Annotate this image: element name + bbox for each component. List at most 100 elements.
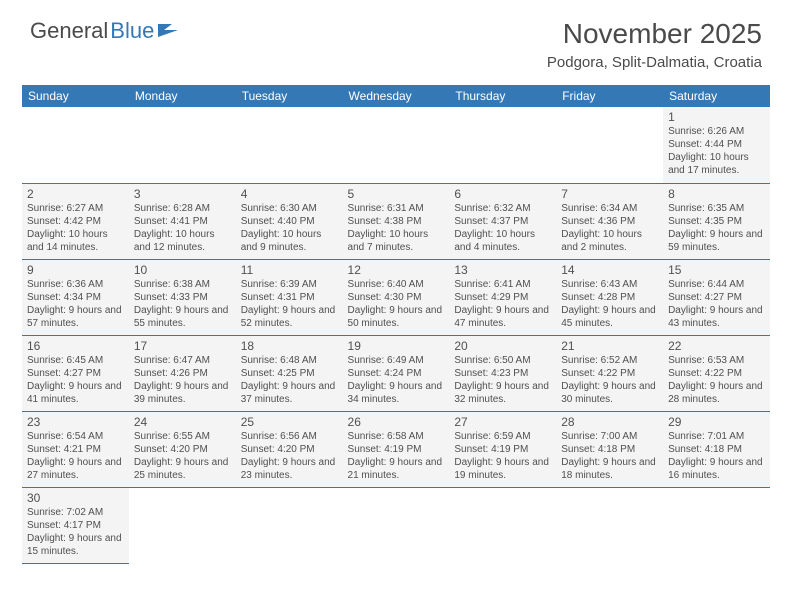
calendar-day: 7Sunrise: 6:34 AMSunset: 4:36 PMDaylight…: [556, 183, 663, 259]
day-info: Sunrise: 6:27 AMSunset: 4:42 PMDaylight:…: [27, 202, 124, 254]
calendar-day: 27Sunrise: 6:59 AMSunset: 4:19 PMDayligh…: [449, 411, 556, 487]
day-info: Sunrise: 6:40 AMSunset: 4:30 PMDaylight:…: [348, 278, 445, 330]
day-number: 25: [241, 415, 338, 429]
calendar-day: 9Sunrise: 6:36 AMSunset: 4:34 PMDaylight…: [22, 259, 129, 335]
logo-flag-icon: [158, 18, 180, 44]
day-info: Sunrise: 6:35 AMSunset: 4:35 PMDaylight:…: [668, 202, 765, 254]
day-info: Sunrise: 6:30 AMSunset: 4:40 PMDaylight:…: [241, 202, 338, 254]
calendar-day: 21Sunrise: 6:52 AMSunset: 4:22 PMDayligh…: [556, 335, 663, 411]
month-title: November 2025: [547, 18, 762, 50]
calendar-week: 16Sunrise: 6:45 AMSunset: 4:27 PMDayligh…: [22, 335, 770, 411]
day-info: Sunrise: 6:58 AMSunset: 4:19 PMDaylight:…: [348, 430, 445, 482]
day-info: Sunrise: 6:31 AMSunset: 4:38 PMDaylight:…: [348, 202, 445, 254]
calendar-day: 13Sunrise: 6:41 AMSunset: 4:29 PMDayligh…: [449, 259, 556, 335]
calendar-week: 2Sunrise: 6:27 AMSunset: 4:42 PMDaylight…: [22, 183, 770, 259]
day-number: 3: [134, 187, 231, 201]
calendar-day: 10Sunrise: 6:38 AMSunset: 4:33 PMDayligh…: [129, 259, 236, 335]
day-info: Sunrise: 6:48 AMSunset: 4:25 PMDaylight:…: [241, 354, 338, 406]
day-info: Sunrise: 7:01 AMSunset: 4:18 PMDaylight:…: [668, 430, 765, 482]
day-info: Sunrise: 6:36 AMSunset: 4:34 PMDaylight:…: [27, 278, 124, 330]
weekday-header: Wednesday: [343, 85, 450, 107]
calendar-empty: [22, 107, 129, 183]
day-number: 17: [134, 339, 231, 353]
day-number: 7: [561, 187, 658, 201]
calendar-day: 20Sunrise: 6:50 AMSunset: 4:23 PMDayligh…: [449, 335, 556, 411]
calendar-day: 1Sunrise: 6:26 AMSunset: 4:44 PMDaylight…: [663, 107, 770, 183]
logo-text-blue: Blue: [110, 18, 154, 44]
day-info: Sunrise: 6:43 AMSunset: 4:28 PMDaylight:…: [561, 278, 658, 330]
calendar-day: 23Sunrise: 6:54 AMSunset: 4:21 PMDayligh…: [22, 411, 129, 487]
calendar-day: 17Sunrise: 6:47 AMSunset: 4:26 PMDayligh…: [129, 335, 236, 411]
calendar-day: 12Sunrise: 6:40 AMSunset: 4:30 PMDayligh…: [343, 259, 450, 335]
day-number: 21: [561, 339, 658, 353]
calendar-empty: [663, 487, 770, 563]
day-info: Sunrise: 6:44 AMSunset: 4:27 PMDaylight:…: [668, 278, 765, 330]
logo-text-general: General: [30, 18, 108, 44]
calendar-empty: [236, 107, 343, 183]
weekday-header: Monday: [129, 85, 236, 107]
calendar-day: 15Sunrise: 6:44 AMSunset: 4:27 PMDayligh…: [663, 259, 770, 335]
weekday-header: Saturday: [663, 85, 770, 107]
day-number: 12: [348, 263, 445, 277]
calendar-day: 29Sunrise: 7:01 AMSunset: 4:18 PMDayligh…: [663, 411, 770, 487]
calendar-empty: [556, 107, 663, 183]
day-info: Sunrise: 7:00 AMSunset: 4:18 PMDaylight:…: [561, 430, 658, 482]
calendar-empty: [129, 107, 236, 183]
calendar-day: 28Sunrise: 7:00 AMSunset: 4:18 PMDayligh…: [556, 411, 663, 487]
weekday-header: Sunday: [22, 85, 129, 107]
day-info: Sunrise: 6:32 AMSunset: 4:37 PMDaylight:…: [454, 202, 551, 254]
calendar-week: 23Sunrise: 6:54 AMSunset: 4:21 PMDayligh…: [22, 411, 770, 487]
calendar-day: 6Sunrise: 6:32 AMSunset: 4:37 PMDaylight…: [449, 183, 556, 259]
weekday-header: Friday: [556, 85, 663, 107]
day-number: 26: [348, 415, 445, 429]
day-number: 29: [668, 415, 765, 429]
calendar-day: 4Sunrise: 6:30 AMSunset: 4:40 PMDaylight…: [236, 183, 343, 259]
day-number: 6: [454, 187, 551, 201]
day-number: 8: [668, 187, 765, 201]
day-number: 2: [27, 187, 124, 201]
day-info: Sunrise: 6:50 AMSunset: 4:23 PMDaylight:…: [454, 354, 551, 406]
day-info: Sunrise: 6:53 AMSunset: 4:22 PMDaylight:…: [668, 354, 765, 406]
day-info: Sunrise: 6:34 AMSunset: 4:36 PMDaylight:…: [561, 202, 658, 254]
day-number: 24: [134, 415, 231, 429]
calendar-day: 2Sunrise: 6:27 AMSunset: 4:42 PMDaylight…: [22, 183, 129, 259]
day-number: 4: [241, 187, 338, 201]
calendar-day: 30Sunrise: 7:02 AMSunset: 4:17 PMDayligh…: [22, 487, 129, 563]
day-number: 16: [27, 339, 124, 353]
day-number: 23: [27, 415, 124, 429]
day-number: 13: [454, 263, 551, 277]
calendar-day: 22Sunrise: 6:53 AMSunset: 4:22 PMDayligh…: [663, 335, 770, 411]
day-number: 15: [668, 263, 765, 277]
calendar-day: 8Sunrise: 6:35 AMSunset: 4:35 PMDaylight…: [663, 183, 770, 259]
calendar-day: 16Sunrise: 6:45 AMSunset: 4:27 PMDayligh…: [22, 335, 129, 411]
calendar-day: 18Sunrise: 6:48 AMSunset: 4:25 PMDayligh…: [236, 335, 343, 411]
day-info: Sunrise: 6:56 AMSunset: 4:20 PMDaylight:…: [241, 430, 338, 482]
day-info: Sunrise: 6:39 AMSunset: 4:31 PMDaylight:…: [241, 278, 338, 330]
day-number: 1: [668, 110, 765, 124]
day-info: Sunrise: 6:49 AMSunset: 4:24 PMDaylight:…: [348, 354, 445, 406]
weekday-row: SundayMondayTuesdayWednesdayThursdayFrid…: [22, 85, 770, 107]
page-header: GeneralBlue November 2025 Podgora, Split…: [0, 0, 792, 79]
day-number: 27: [454, 415, 551, 429]
calendar-empty: [343, 487, 450, 563]
calendar-head: SundayMondayTuesdayWednesdayThursdayFrid…: [22, 85, 770, 107]
day-info: Sunrise: 6:26 AMSunset: 4:44 PMDaylight:…: [668, 125, 765, 177]
day-info: Sunrise: 6:28 AMSunset: 4:41 PMDaylight:…: [134, 202, 231, 254]
day-info: Sunrise: 6:47 AMSunset: 4:26 PMDaylight:…: [134, 354, 231, 406]
calendar-day: 3Sunrise: 6:28 AMSunset: 4:41 PMDaylight…: [129, 183, 236, 259]
calendar-empty: [449, 487, 556, 563]
calendar-empty: [129, 487, 236, 563]
day-info: Sunrise: 6:41 AMSunset: 4:29 PMDaylight:…: [454, 278, 551, 330]
calendar-empty: [556, 487, 663, 563]
calendar-week: 30Sunrise: 7:02 AMSunset: 4:17 PMDayligh…: [22, 487, 770, 563]
day-number: 5: [348, 187, 445, 201]
calendar-day: 25Sunrise: 6:56 AMSunset: 4:20 PMDayligh…: [236, 411, 343, 487]
day-info: Sunrise: 6:59 AMSunset: 4:19 PMDaylight:…: [454, 430, 551, 482]
day-number: 19: [348, 339, 445, 353]
calendar-empty: [236, 487, 343, 563]
calendar-day: 26Sunrise: 6:58 AMSunset: 4:19 PMDayligh…: [343, 411, 450, 487]
day-info: Sunrise: 6:54 AMSunset: 4:21 PMDaylight:…: [27, 430, 124, 482]
location-text: Podgora, Split-Dalmatia, Croatia: [547, 54, 762, 71]
weekday-header: Tuesday: [236, 85, 343, 107]
calendar-day: 19Sunrise: 6:49 AMSunset: 4:24 PMDayligh…: [343, 335, 450, 411]
